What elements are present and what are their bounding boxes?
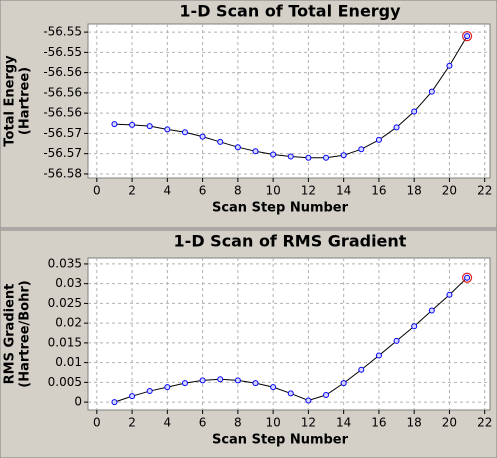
data-point (199, 377, 206, 384)
data-point (323, 391, 330, 398)
y-tick-label: -56.56 (43, 65, 82, 79)
y-tick-label: 0.035 (48, 256, 82, 270)
data-point (411, 323, 418, 330)
data-point (287, 153, 294, 160)
data-point (111, 121, 118, 128)
chart-title: 1-D Scan of Total Energy (179, 2, 401, 21)
data-point (164, 384, 171, 391)
y-tick-label: -56.56 (43, 85, 82, 99)
x-tick-label: 4 (164, 416, 172, 430)
y-tick-label: -56.56 (43, 106, 82, 120)
x-tick-label: 18 (407, 416, 422, 430)
x-tick-label: 20 (442, 416, 457, 430)
data-point (252, 380, 259, 387)
x-tick-label: 2 (128, 184, 136, 198)
data-point (323, 154, 330, 161)
x-tick-label: 12 (301, 184, 316, 198)
x-tick-label: 16 (371, 416, 386, 430)
x-tick-label: 2 (128, 416, 136, 430)
x-tick-label: 10 (265, 416, 280, 430)
data-point (305, 154, 312, 161)
data-point (411, 108, 418, 115)
x-tick-label: 6 (199, 184, 207, 198)
x-tick-label: 16 (371, 184, 386, 198)
data-point (181, 380, 188, 387)
data-point (129, 393, 136, 400)
x-tick-label: 18 (407, 184, 422, 198)
plot-area (87, 257, 491, 411)
data-point (446, 62, 453, 69)
y-tick-label: 0.025 (48, 296, 82, 310)
data-point (358, 146, 365, 153)
x-axis-label: Scan Step Number (212, 433, 349, 448)
data-point (270, 151, 277, 158)
y-tick-label: 0.02 (55, 316, 82, 330)
y-tick-label: 0.01 (55, 355, 82, 369)
data-point (111, 399, 118, 406)
data-point (129, 121, 136, 128)
y-tick-label: 0 (74, 395, 82, 409)
data-point (199, 133, 206, 140)
data-point (393, 124, 400, 131)
y-tick-label: 0.03 (55, 276, 82, 290)
x-tick-label: 12 (301, 416, 316, 430)
data-point (287, 390, 294, 397)
x-tick-label: 6 (199, 416, 207, 430)
data-point (217, 138, 224, 145)
x-tick-label: 8 (234, 416, 242, 430)
x-tick-label: 0 (93, 416, 101, 430)
data-point (428, 307, 435, 314)
x-tick-label: 22 (477, 416, 492, 430)
selected-point (461, 272, 473, 283)
x-axis-label: Scan Step Number (212, 201, 349, 216)
y-tick-label: 0.015 (48, 335, 82, 349)
x-tick-label: 20 (442, 184, 457, 198)
data-point (464, 274, 471, 281)
y-axis-label: (Hartree) (18, 67, 33, 135)
y-tick-label: 0.005 (48, 375, 82, 389)
data-point (358, 366, 365, 373)
data-point (270, 384, 277, 391)
selected-point (461, 31, 473, 42)
y-tick-label: -56.57 (43, 146, 82, 160)
x-tick-label: 4 (164, 184, 172, 198)
data-point (164, 126, 171, 133)
data-point (234, 377, 241, 384)
data-point (446, 291, 453, 298)
x-tick-label: 10 (265, 184, 280, 198)
y-tick-label: -56.55 (43, 45, 82, 59)
data-point (252, 148, 259, 155)
data-point (217, 376, 224, 383)
data-point (393, 337, 400, 344)
data-point (234, 144, 241, 151)
x-tick-label: 8 (234, 184, 242, 198)
data-point (428, 88, 435, 95)
x-tick-label: 14 (336, 416, 351, 430)
x-tick-label: 0 (93, 184, 101, 198)
y-axis-label: Total Energy (3, 55, 18, 147)
y-axis-label: RMS Gradient (3, 284, 18, 385)
data-point (340, 152, 347, 159)
data-point (146, 388, 153, 395)
data-point (181, 129, 188, 136)
data-point (375, 136, 382, 143)
chart-title: 1-D Scan of RMS Gradient (174, 232, 407, 251)
y-tick-label: -56.57 (43, 126, 82, 140)
data-point (340, 380, 347, 387)
data-point (464, 33, 471, 40)
y-tick-label: -56.58 (43, 166, 82, 180)
data-point (146, 123, 153, 130)
y-tick-label: -56.55 (43, 25, 82, 39)
x-tick-label: 22 (477, 184, 492, 198)
data-point (305, 397, 312, 404)
y-axis-label: (Hartree/Bohr) (18, 280, 33, 387)
x-tick-label: 14 (336, 184, 351, 198)
data-point (375, 352, 382, 359)
